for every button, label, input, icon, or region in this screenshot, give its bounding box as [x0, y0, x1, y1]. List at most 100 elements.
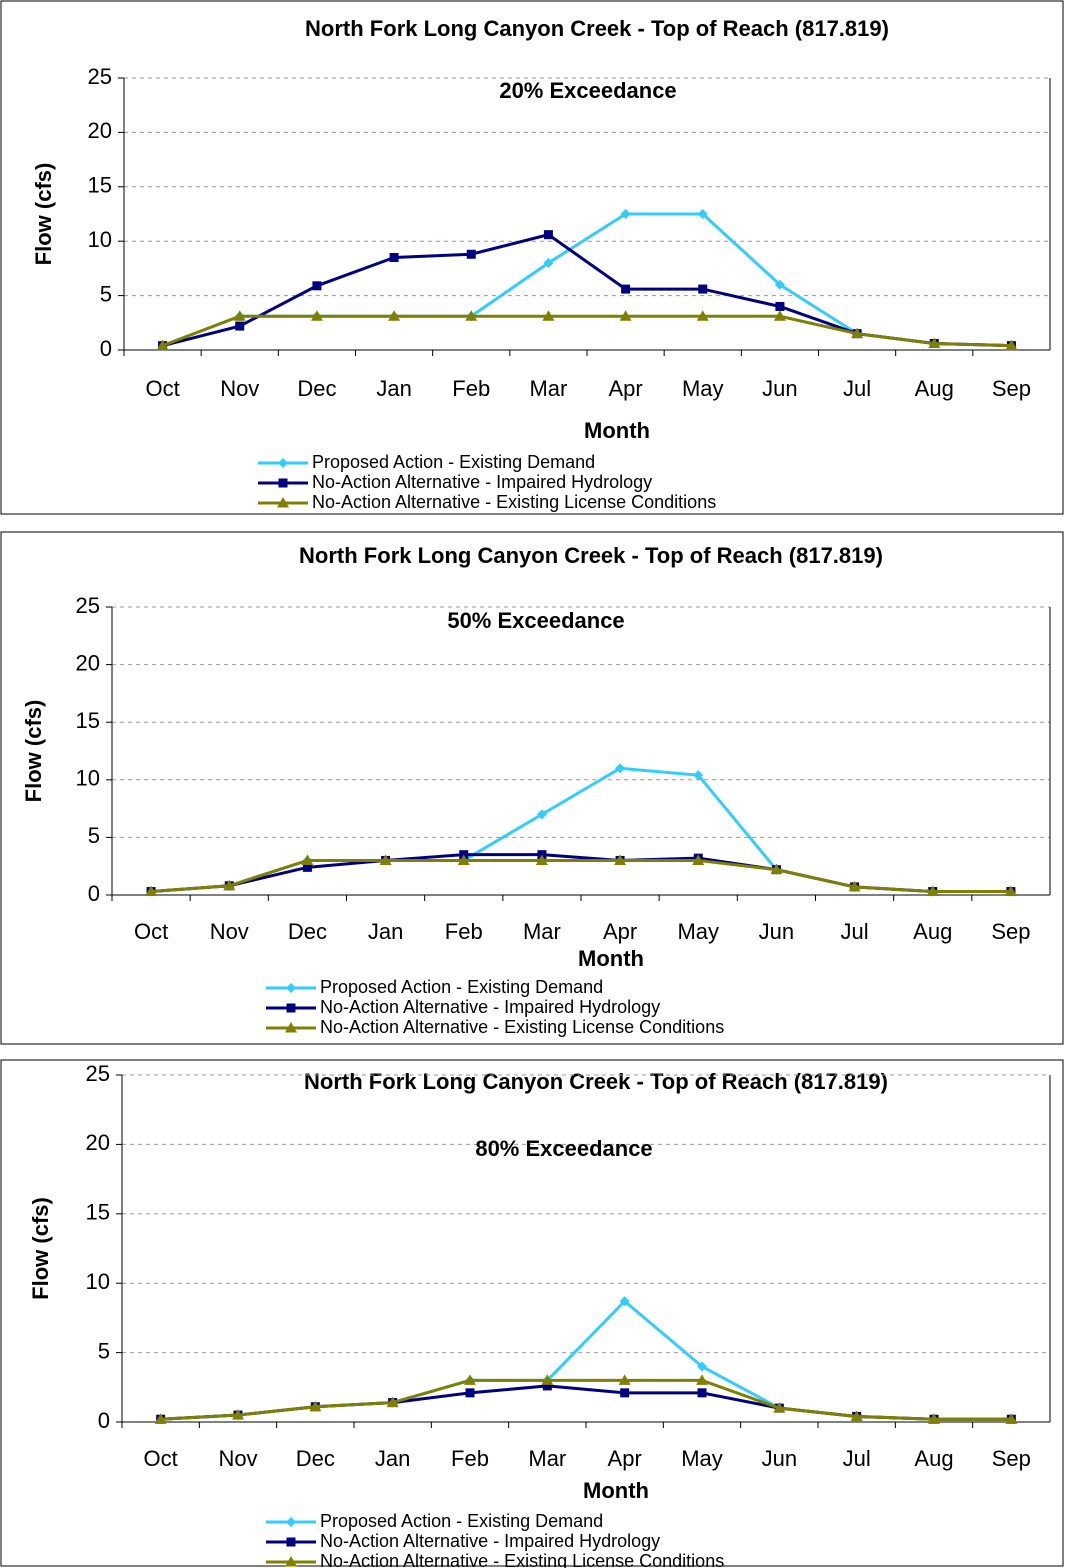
- y-tick-label: 0: [100, 336, 112, 361]
- x-tick-label: Jul: [841, 919, 869, 944]
- marker-triangle: [1005, 1413, 1018, 1424]
- x-tick-label: Aug: [915, 376, 954, 401]
- x-tick-label: Mar: [529, 376, 567, 401]
- marker-diamond: [615, 763, 626, 774]
- marker-triangle: [310, 310, 323, 321]
- marker-triangle: [535, 854, 548, 865]
- marker-triangle: [379, 854, 392, 865]
- y-tick-label: 5: [98, 1338, 110, 1363]
- marker-triangle: [696, 1374, 708, 1385]
- marker-square: [542, 1381, 552, 1391]
- y-tick-label: 0: [98, 1408, 110, 1433]
- y-axis-label: Flow (cfs): [21, 700, 46, 803]
- x-tick-label: Apr: [608, 1446, 642, 1471]
- marker-triangle: [541, 1374, 554, 1385]
- marker-diamond: [693, 770, 704, 781]
- marker-triangle: [464, 1374, 476, 1385]
- legend-marker: [286, 1003, 296, 1013]
- x-tick-label: Sep: [992, 1446, 1031, 1471]
- marker-square: [465, 1388, 475, 1398]
- x-tick-label: Jun: [762, 376, 797, 401]
- series-line: [160, 1384, 1012, 1421]
- y-axis-label: Flow (cfs): [31, 163, 56, 266]
- series-line: [162, 212, 1012, 348]
- chart-panel: North Fork Long Canyon Creek - Top of Re…: [0, 0, 1064, 515]
- x-tick-label: Oct: [145, 376, 179, 401]
- marker-triangle: [692, 854, 705, 865]
- marker-triangle: [773, 310, 786, 321]
- marker-triangle: [542, 310, 555, 321]
- x-tick-label: Sep: [992, 376, 1031, 401]
- marker-diamond: [697, 1361, 707, 1372]
- x-tick-label: Jun: [762, 1446, 797, 1471]
- marker-square: [621, 284, 631, 294]
- x-tick-label: Oct: [134, 919, 168, 944]
- x-tick-label: May: [681, 1446, 723, 1471]
- marker-square: [312, 281, 322, 291]
- y-tick-label: 25: [86, 1061, 110, 1086]
- marker-triangle: [619, 310, 632, 321]
- marker-square: [302, 862, 312, 872]
- marker-square: [543, 230, 553, 240]
- y-tick-label: 10: [86, 1269, 110, 1294]
- marker-triangle: [388, 310, 401, 321]
- y-tick-label: 10: [76, 766, 100, 791]
- x-tick-label: Feb: [445, 919, 483, 944]
- x-tick-label: Dec: [296, 1446, 335, 1471]
- marker-triangle: [232, 1409, 244, 1420]
- marker-triangle: [1005, 339, 1018, 351]
- legend-label: No-Action Alternative - Existing License…: [320, 1017, 724, 1037]
- marker-triangle: [386, 1396, 399, 1408]
- x-tick-label: May: [677, 919, 719, 944]
- annotation: 20% Exceedance: [499, 78, 676, 103]
- legend-label: No-Action Alternative - Existing License…: [312, 492, 716, 512]
- marker-square: [620, 1388, 630, 1398]
- marker-triangle: [696, 310, 709, 321]
- legend-label: No-Action Alternative - Existing License…: [320, 1551, 724, 1568]
- y-tick-label: 20: [86, 1130, 110, 1155]
- y-tick-label: 5: [100, 281, 112, 306]
- marker-triangle: [223, 879, 236, 891]
- legend-label: No-Action Alternative - Impaired Hydrolo…: [320, 997, 660, 1017]
- series-line: [162, 233, 1012, 348]
- marker-square: [389, 253, 399, 263]
- legend-marker: [285, 1022, 297, 1033]
- marker-triangle: [301, 854, 314, 865]
- marker-square: [698, 284, 708, 294]
- series-line: [160, 1378, 1012, 1421]
- y-tick-label: 20: [76, 650, 100, 675]
- y-tick-label: 15: [86, 1200, 110, 1225]
- marker-diamond: [697, 209, 708, 219]
- annotation: 50% Exceedance: [447, 608, 624, 633]
- x-tick-label: Aug: [913, 919, 952, 944]
- x-tick-label: Nov: [210, 919, 249, 944]
- legend-marker: [285, 1556, 297, 1567]
- series-line: [162, 314, 1012, 348]
- x-tick-label: Oct: [144, 1446, 178, 1471]
- legend-label: No-Action Alternative - Impaired Hydrolo…: [312, 472, 652, 492]
- marker-triangle: [851, 327, 864, 339]
- marker-triangle: [457, 854, 470, 865]
- marker-diamond: [619, 1296, 630, 1307]
- marker-triangle: [928, 1413, 940, 1424]
- x-tick-label: Feb: [452, 376, 490, 401]
- chart-title: North Fork Long Canyon Creek - Top of Re…: [299, 543, 883, 568]
- x-tick-label: Jul: [843, 376, 871, 401]
- chart-title: North Fork Long Canyon Creek - Top of Re…: [305, 16, 889, 41]
- marker-triangle: [233, 310, 246, 321]
- x-tick-label: Nov: [220, 376, 259, 401]
- marker-triangle: [154, 1413, 167, 1424]
- annotation: 80% Exceedance: [475, 1136, 652, 1161]
- legend-marker: [286, 983, 296, 993]
- x-tick-label: Jan: [376, 376, 411, 401]
- legend-label: Proposed Action - Existing Demand: [320, 1511, 603, 1531]
- marker-square: [235, 321, 245, 331]
- y-tick-label: 0: [88, 881, 100, 906]
- marker-diamond: [543, 257, 554, 268]
- y-tick-label: 20: [88, 118, 112, 143]
- x-tick-label: Jun: [759, 919, 794, 944]
- chart-title: North Fork Long Canyon Creek - Top of Re…: [304, 1069, 888, 1094]
- panel-border: [0, 1059, 1064, 1567]
- panel-border: [0, 0, 1064, 515]
